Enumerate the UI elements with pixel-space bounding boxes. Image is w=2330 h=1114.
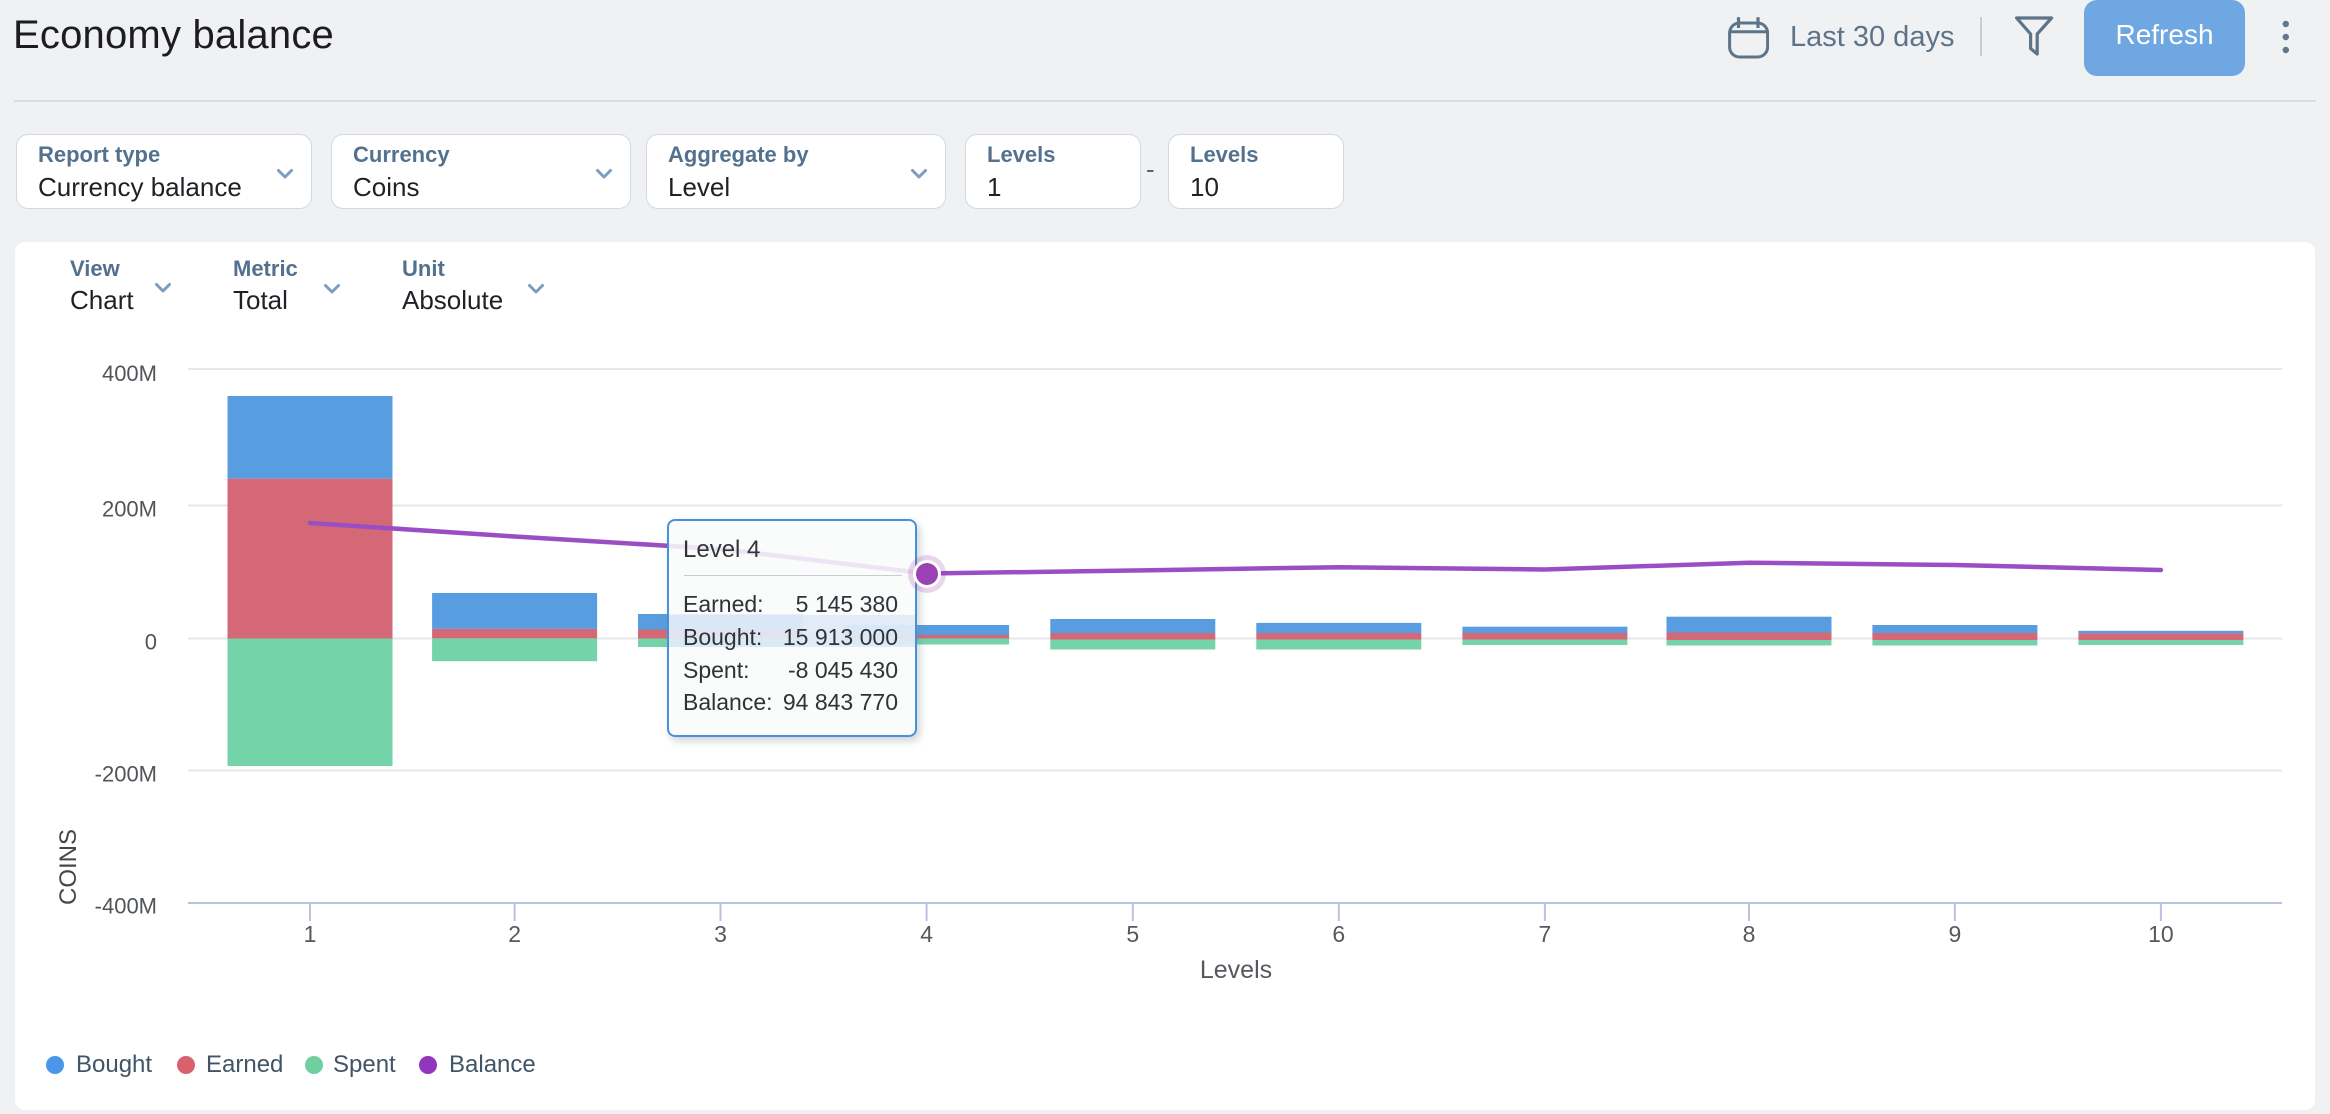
svg-text:8: 8: [1743, 921, 1756, 947]
svg-text:200M: 200M: [102, 497, 157, 522]
svg-text:COINS: COINS: [55, 829, 82, 905]
svg-text:1: 1: [304, 921, 317, 947]
svg-text:9: 9: [1949, 921, 1962, 947]
svg-text:7: 7: [1539, 921, 1552, 947]
svg-text:6: 6: [1332, 921, 1345, 947]
svg-text:4: 4: [920, 921, 933, 947]
svg-text:400M: 400M: [102, 361, 157, 386]
svg-text:-400M: -400M: [95, 894, 157, 919]
svg-text:-200M: -200M: [95, 762, 157, 787]
svg-text:3: 3: [714, 921, 727, 947]
svg-text:5: 5: [1126, 921, 1139, 947]
svg-text:0: 0: [145, 630, 157, 655]
svg-text:10: 10: [2148, 921, 2174, 947]
svg-text:2: 2: [508, 921, 521, 947]
svg-text:Levels: Levels: [1200, 956, 1272, 984]
